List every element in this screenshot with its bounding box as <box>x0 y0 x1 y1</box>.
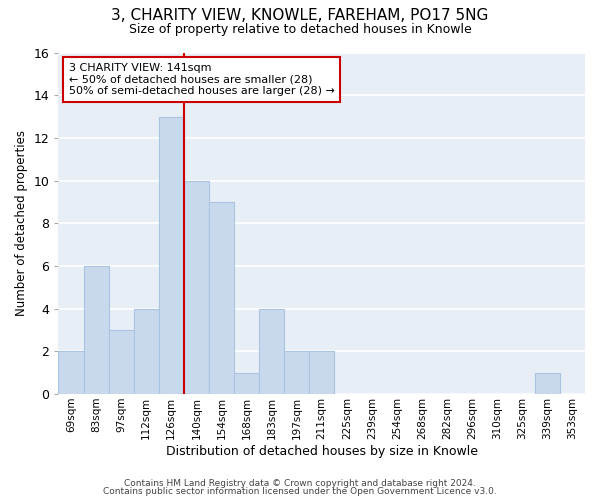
Bar <box>83 266 109 394</box>
Bar <box>234 372 259 394</box>
Bar <box>184 180 209 394</box>
Bar <box>309 352 334 394</box>
Bar <box>535 372 560 394</box>
Text: 3 CHARITY VIEW: 141sqm
← 50% of detached houses are smaller (28)
50% of semi-det: 3 CHARITY VIEW: 141sqm ← 50% of detached… <box>69 62 335 96</box>
Bar <box>259 308 284 394</box>
Bar <box>284 352 309 394</box>
Bar <box>134 308 159 394</box>
Bar <box>109 330 134 394</box>
Text: Contains public sector information licensed under the Open Government Licence v3: Contains public sector information licen… <box>103 487 497 496</box>
Text: Contains HM Land Registry data © Crown copyright and database right 2024.: Contains HM Land Registry data © Crown c… <box>124 478 476 488</box>
Text: Size of property relative to detached houses in Knowle: Size of property relative to detached ho… <box>128 22 472 36</box>
Bar <box>209 202 234 394</box>
Y-axis label: Number of detached properties: Number of detached properties <box>15 130 28 316</box>
Text: 3, CHARITY VIEW, KNOWLE, FAREHAM, PO17 5NG: 3, CHARITY VIEW, KNOWLE, FAREHAM, PO17 5… <box>112 8 488 22</box>
Bar <box>58 352 83 394</box>
X-axis label: Distribution of detached houses by size in Knowle: Distribution of detached houses by size … <box>166 444 478 458</box>
Bar <box>159 116 184 394</box>
